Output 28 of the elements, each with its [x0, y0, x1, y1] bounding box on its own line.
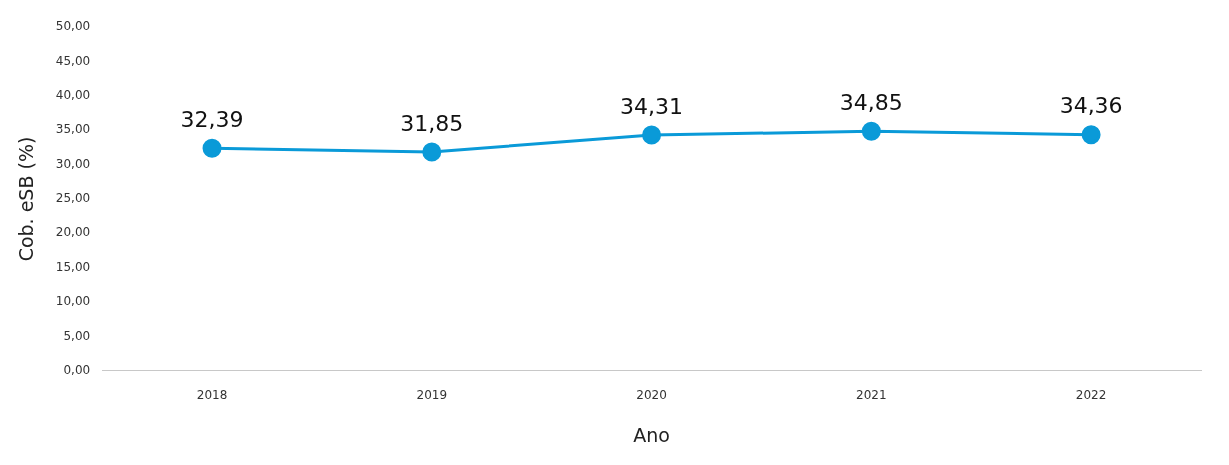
- x-tick-label: 2022: [1075, 388, 1107, 403]
- x-tick-label: 2019: [416, 388, 448, 403]
- point: [642, 125, 662, 145]
- x-axis-title: Ano: [633, 423, 670, 446]
- y-tick-label: 40,00: [55, 88, 91, 103]
- y-tick-label: 5,00: [63, 328, 91, 343]
- x-tick-label: 2020: [636, 388, 667, 403]
- y-tick-label: 20,00: [55, 225, 91, 240]
- data-label: 31,85: [400, 110, 464, 136]
- point: [202, 138, 222, 158]
- data-label: 34,36: [1059, 93, 1123, 119]
- y-axis-title: Cob. eSB (%): [15, 136, 38, 262]
- data-label: 34,31: [620, 93, 684, 119]
- y-tick-label: 45,00: [55, 53, 91, 68]
- point: [861, 121, 881, 141]
- x-tick-label: 2021: [856, 388, 887, 403]
- y-tick-label: 25,00: [55, 191, 91, 206]
- y-tick-label: 0,00: [63, 362, 91, 377]
- y-tick-label: 15,00: [55, 259, 91, 274]
- y-tick-label: 10,00: [55, 294, 91, 309]
- x-tick-label: 2018: [196, 388, 228, 403]
- point: [1081, 125, 1101, 145]
- y-tick-label: 35,00: [55, 122, 91, 137]
- point: [422, 142, 442, 162]
- y-tick-label: 50,00: [55, 19, 91, 34]
- y-tick-label: 30,00: [55, 156, 91, 171]
- data-label: 34,85: [839, 90, 903, 116]
- data-label: 32,39: [180, 106, 244, 132]
